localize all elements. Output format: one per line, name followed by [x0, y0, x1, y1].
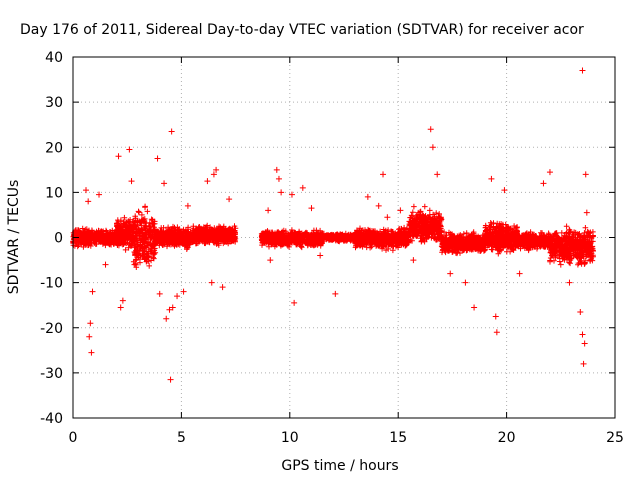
sdtvar-point [364, 193, 371, 200]
sdtvar-point [180, 288, 187, 295]
sdtvar-point [375, 202, 382, 209]
chart-title: Day 176 of 2011, Sidereal Day-to-day VTE… [20, 22, 584, 38]
sdtvar-point [156, 290, 163, 297]
sdtvar-point [128, 178, 135, 185]
sdtvar-point [89, 288, 96, 295]
sdtvar-point [169, 304, 176, 311]
x-tick-label: 20 [498, 430, 516, 446]
sdtvar-point [488, 175, 495, 182]
sdtvar-point [83, 187, 90, 194]
sdtvar-point [577, 308, 584, 315]
sdtvar-point [210, 171, 217, 178]
sdtvar-point [96, 191, 103, 198]
sdtvar-point [397, 207, 404, 214]
y-tick-label: -40 [40, 411, 63, 427]
sdtvar-point [168, 128, 175, 135]
sdtvar-point [317, 252, 324, 259]
sdtvar-point [288, 191, 295, 198]
y-tick-label: -10 [40, 276, 63, 292]
sdtvar-point [492, 313, 499, 320]
sdtvar-point [501, 187, 508, 194]
sdtvar-point [166, 306, 173, 313]
sdtvar-point [427, 126, 434, 133]
x-tick-label: 25 [606, 430, 624, 446]
sdtvar-point [278, 189, 285, 196]
sdtvar-point [380, 171, 387, 178]
sdtvar-point [208, 279, 215, 286]
sdtvar-dense-band [70, 203, 596, 270]
sdtvar-point [167, 376, 174, 383]
sdtvar-point [115, 153, 122, 160]
sdtvar-point [275, 175, 282, 182]
y-tick-label: 10 [45, 185, 63, 201]
sdtvar-point [102, 261, 109, 268]
sdtvar-point [332, 290, 339, 297]
sdtvar-point [580, 360, 587, 367]
sdtvar-point [119, 297, 126, 304]
sdtvar-point [493, 329, 500, 336]
data-points [70, 67, 596, 383]
y-axis-label: SDTVAR / TECUs [6, 180, 22, 295]
sdtvar-point [117, 304, 124, 311]
sdtvar-point [226, 196, 233, 203]
sdtvar-point [462, 279, 469, 286]
x-tick-label: 0 [69, 430, 78, 446]
sdtvar-point [579, 67, 586, 74]
sdtvar-point [219, 284, 226, 291]
sdtvar-point [161, 180, 168, 187]
sdtvar-point [174, 293, 181, 300]
sdtvar-point [299, 184, 306, 191]
sdtvar-point [546, 169, 553, 176]
sdtvar-point [88, 349, 95, 356]
sdtvar-point [579, 331, 586, 338]
axis-ticks: 0 5 10 15 20 25 -40 -30 -20 -10 0 10 20 30 40 [40, 50, 624, 446]
sdtvar-point [184, 202, 191, 209]
sdtvar-point [583, 209, 590, 216]
sdtvar-point [265, 207, 272, 214]
sdtvar-point [384, 214, 391, 221]
y-tick-label: 0 [54, 231, 63, 247]
sdtvar-point [516, 270, 523, 277]
x-tick-label: 10 [281, 430, 299, 446]
sdtvar-point [471, 304, 478, 311]
sdtvar-point [447, 270, 454, 277]
sdtvar-point [273, 166, 280, 173]
sdtvar-point [566, 279, 573, 286]
sdtvar-point [154, 155, 161, 162]
y-tick-label: 30 [45, 95, 63, 111]
sdtvar-point [204, 178, 211, 185]
sdtvar-point [291, 299, 298, 306]
x-tick-label: 15 [389, 430, 407, 446]
sdtvar-point [540, 180, 547, 187]
sdtvar-point [163, 315, 170, 322]
sdtvar-point [126, 146, 133, 153]
y-tick-label: -20 [40, 321, 63, 337]
sdtvar-point [213, 166, 220, 173]
sdtvar-point [434, 171, 441, 178]
sdtvar-point [85, 198, 92, 205]
y-tick-label: 20 [45, 140, 63, 156]
y-tick-label: 40 [45, 50, 63, 66]
sdtvar-point [267, 257, 274, 264]
x-axis-label: GPS time / hours [281, 458, 398, 474]
y-tick-label: -30 [40, 366, 63, 382]
x-tick-label: 5 [177, 430, 186, 446]
sdtvar-point [86, 333, 93, 340]
sdtvar-point [582, 171, 589, 178]
sdtvar-point [87, 320, 94, 327]
sdtvar-point [429, 144, 436, 151]
sdtvar-point [557, 261, 564, 268]
sdtvar-point [308, 205, 315, 212]
sdtvar-point [410, 257, 417, 264]
sdtvar-point [581, 340, 588, 347]
